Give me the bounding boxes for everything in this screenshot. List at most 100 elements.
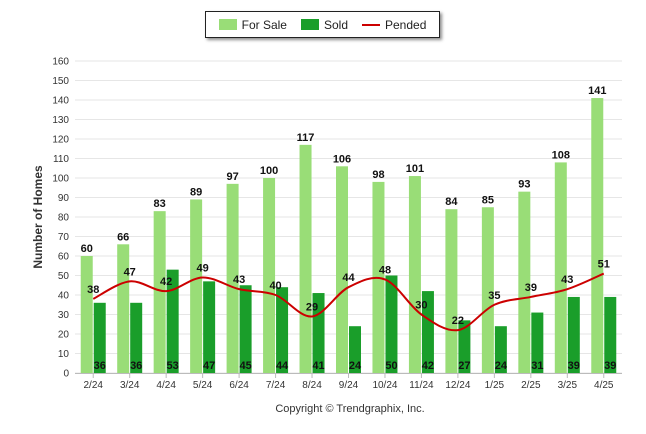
y-tick-label: 100 — [52, 174, 69, 185]
sold-value-label: 42 — [422, 360, 434, 372]
sold-value-label: 36 — [130, 360, 142, 372]
bar-sold — [421, 291, 434, 373]
sold-value-label: 36 — [94, 360, 106, 372]
sold-value-label: 50 — [385, 360, 397, 372]
for-sale-value-label: 60 — [81, 243, 93, 255]
pended-swatch — [362, 23, 380, 26]
y-tick-label: 20 — [58, 330, 70, 341]
bar-for-sale — [117, 244, 130, 373]
for-sale-value-label: 108 — [552, 149, 570, 161]
for-sale-value-label: 85 — [482, 194, 494, 206]
x-tick-label: 4/24 — [156, 380, 176, 391]
for-sale-value-label: 97 — [226, 171, 238, 183]
x-tick-label: 2/24 — [83, 380, 103, 391]
sold-value-label: 53 — [167, 360, 179, 372]
pended-value-label: 30 — [415, 300, 427, 312]
pended-value-label: 40 — [269, 280, 281, 292]
sold-value-label: 39 — [604, 360, 616, 372]
y-tick-label: 120 — [52, 135, 69, 146]
sold-value-label: 44 — [276, 360, 289, 372]
for-sale-value-label: 141 — [588, 85, 606, 97]
for-sale-value-label: 117 — [297, 132, 315, 144]
sold-swatch — [300, 19, 319, 30]
sold-value-label: 24 — [349, 360, 362, 372]
x-tick-label: 12/24 — [445, 380, 470, 391]
legend-item-for-sale[interactable]: For Sale — [218, 18, 287, 32]
bar-for-sale — [445, 209, 458, 373]
y-tick-label: 70 — [58, 232, 70, 243]
sold-value-label: 45 — [239, 360, 251, 372]
bar-for-sale — [190, 199, 203, 373]
pended-value-label: 38 — [87, 284, 99, 296]
sold-value-label: 39 — [568, 360, 580, 372]
sold-value-label: 31 — [531, 360, 543, 372]
y-tick-label: 0 — [63, 369, 69, 380]
for-sale-value-label: 83 — [154, 198, 166, 210]
y-tick-label: 90 — [58, 193, 70, 204]
for-sale-value-label: 101 — [406, 163, 424, 175]
bar-for-sale — [554, 162, 567, 373]
for-sale-value-label: 106 — [333, 153, 351, 165]
bar-sold — [166, 269, 179, 373]
legend-label-sold: Sold — [323, 17, 348, 32]
for-sale-value-label: 100 — [260, 165, 278, 177]
bar-sold — [203, 281, 216, 373]
y-tick-label: 40 — [58, 291, 70, 302]
y-tick-label: 50 — [58, 271, 70, 282]
sold-value-label: 47 — [203, 360, 215, 372]
y-tick-label: 160 — [52, 57, 69, 68]
bar-sold — [531, 312, 544, 373]
pended-value-label: 48 — [379, 264, 391, 276]
bar-for-sale — [591, 98, 604, 374]
copyright-text: Copyright © Trendgraphix, Inc. — [275, 403, 425, 415]
chart-legend: For Sale Sold Pended — [205, 11, 440, 38]
y-tick-label: 80 — [58, 213, 70, 224]
for-sale-value-label: 89 — [190, 186, 202, 198]
pended-value-label: 43 — [233, 274, 245, 286]
x-tick-label: 3/25 — [558, 380, 578, 391]
x-tick-label: 8/24 — [302, 380, 322, 391]
pended-value-label: 29 — [306, 301, 318, 313]
bar-for-sale — [263, 178, 276, 373]
bar-sold — [567, 296, 580, 373]
pended-value-label: 39 — [525, 282, 537, 294]
bar-sold — [130, 302, 143, 373]
y-tick-label: 60 — [58, 252, 70, 263]
x-tick-label: 5/24 — [193, 380, 213, 391]
bar-sold — [276, 287, 289, 373]
for-sale-value-label: 66 — [117, 231, 129, 243]
x-tick-label: 4/25 — [594, 380, 614, 391]
pended-value-label: 42 — [160, 276, 172, 288]
bar-for-sale — [299, 144, 312, 373]
bar-for-sale — [226, 183, 239, 373]
x-tick-label: 10/24 — [372, 380, 397, 391]
x-tick-label: 2/25 — [521, 380, 541, 391]
sold-value-label: 27 — [458, 360, 470, 372]
y-tick-label: 30 — [58, 310, 70, 321]
y-axis-title: Number of Homes — [31, 165, 45, 269]
bar-for-sale — [153, 211, 166, 373]
bar-sold — [458, 320, 471, 373]
bar-sold — [604, 296, 617, 373]
legend-item-pended[interactable]: Pended — [362, 18, 426, 32]
legend-label-pended: Pended — [385, 17, 427, 32]
y-tick-label: 150 — [52, 76, 69, 87]
line-pended — [92, 272, 605, 332]
y-tick-label: 110 — [53, 154, 69, 165]
bar-sold — [239, 285, 252, 373]
legend-item-sold[interactable]: Sold — [300, 17, 348, 32]
for-sale-value-label: 84 — [445, 196, 458, 208]
bar-sold — [93, 302, 106, 373]
for-sale-swatch — [218, 19, 237, 30]
for-sale-value-label: 98 — [372, 169, 384, 181]
pended-value-label: 22 — [452, 315, 464, 327]
x-tick-label: 3/24 — [120, 380, 140, 391]
bar-for-sale — [518, 191, 531, 373]
sold-value-label: 41 — [312, 360, 324, 372]
pended-value-label: 47 — [124, 266, 136, 278]
bar-for-sale — [80, 256, 93, 373]
x-tick-label: 7/24 — [266, 380, 286, 391]
bar-sold — [349, 326, 361, 373]
pended-value-label: 51 — [598, 259, 610, 271]
